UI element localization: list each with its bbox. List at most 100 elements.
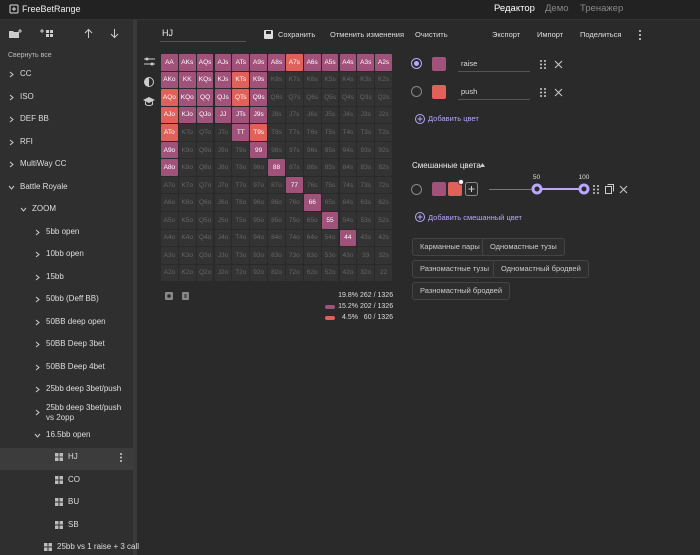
hand-cell[interactable]: K4s	[339, 71, 357, 89]
hand-cell[interactable]: T3o	[232, 247, 250, 264]
hand-cell[interactable]: 74o	[285, 229, 303, 247]
hand-cell[interactable]: A5o	[161, 211, 178, 229]
color-radio[interactable]	[411, 86, 422, 97]
hand-cell[interactable]: A2s	[375, 54, 392, 71]
hand-cell[interactable]: QTo	[196, 124, 214, 141]
hand-cell[interactable]: T7s	[285, 124, 303, 141]
chevron-closed[interactable]	[34, 251, 41, 258]
mixed-swatch[interactable]	[432, 182, 446, 196]
mixed-drag[interactable]	[593, 185, 599, 194]
delete-color[interactable]	[554, 60, 563, 69]
toolbar-button[interactable]: Отменить изменения	[330, 30, 405, 39]
hand-cell[interactable]: AQs	[196, 54, 214, 71]
hand-cell[interactable]: J9s	[250, 106, 268, 124]
hand-cell[interactable]: Q6o	[196, 194, 214, 211]
hand-cell[interactable]: Q3o	[196, 247, 214, 264]
hand-cell[interactable]: A8o	[161, 159, 178, 176]
chevron-open[interactable]	[8, 184, 15, 191]
hand-cell[interactable]: T9s	[250, 124, 268, 141]
chevron-closed[interactable]	[8, 139, 15, 146]
hand-cell[interactable]: T7o	[232, 176, 250, 194]
hand-cell[interactable]: Q3s	[357, 89, 375, 106]
hand-cell[interactable]: T6o	[232, 194, 250, 211]
tree-item[interactable]: ISO	[20, 91, 34, 101]
hand-cell[interactable]: A5s	[321, 54, 339, 71]
add-mixed-icon[interactable]	[415, 212, 425, 222]
collapse-caret[interactable]	[480, 163, 485, 167]
toolbar-button[interactable]: Импорт	[537, 30, 564, 39]
hand-cell[interactable]: QJs	[214, 89, 232, 106]
chevron-closed[interactable]	[8, 161, 15, 168]
chevron-closed[interactable]	[8, 94, 15, 101]
hand-cell[interactable]: 33	[357, 247, 375, 264]
hand-cell[interactable]: 72s	[375, 176, 392, 194]
hand-cell[interactable]: A8s	[268, 54, 285, 71]
hand-cell[interactable]: 53o	[321, 247, 339, 264]
hand-cell[interactable]: T4s	[339, 124, 357, 141]
hand-cell[interactable]: 64o	[303, 229, 321, 247]
hand-cell[interactable]: 92o	[250, 264, 268, 282]
tree-item[interactable]: 50BB Deep 4bet	[46, 361, 105, 371]
hand-cell[interactable]: K9s	[250, 71, 268, 89]
hand-cell[interactable]: Q8o	[196, 159, 214, 176]
hand-cell[interactable]: 62o	[303, 264, 321, 282]
hand-cell[interactable]: T4o	[232, 229, 250, 247]
chevron-open[interactable]	[20, 206, 27, 213]
hand-cell[interactable]: K8s	[268, 71, 285, 89]
hand-cell[interactable]: 94s	[339, 141, 357, 159]
hand-cell[interactable]: T2s	[375, 124, 392, 141]
hand-cell[interactable]: 93s	[357, 141, 375, 159]
hand-cell[interactable]: 87s	[285, 159, 303, 176]
tree-item[interactable]: DEF BB	[20, 114, 49, 123]
hand-cell[interactable]: J3o	[214, 247, 232, 264]
contrast-tool[interactable]	[144, 77, 154, 87]
chevron-closed[interactable]	[34, 319, 41, 326]
hand-cell[interactable]: 75o	[285, 211, 303, 229]
tree-item[interactable]: 25bb vs 1 raise + 3 call	[57, 542, 140, 551]
hand-cell[interactable]: 43o	[339, 247, 357, 264]
hand-cell[interactable]: J4o	[214, 229, 232, 247]
collapse-all[interactable]: Свернуть все	[8, 52, 52, 59]
preset-button[interactable]: Одномастный бродвей	[493, 260, 589, 278]
chevron-closed[interactable]	[8, 71, 15, 78]
hand-cell[interactable]: 86o	[268, 194, 285, 211]
hand-cell[interactable]: 65s	[321, 194, 339, 211]
hand-cell[interactable]: T2o	[232, 264, 250, 282]
hand-cell[interactable]: AJs	[214, 54, 232, 71]
preset-button[interactable]: Разномастный бродвей	[412, 282, 511, 300]
add-mixed[interactable]: Добавить смешанный цвет	[428, 213, 522, 222]
hand-cell[interactable]: QTs	[232, 89, 250, 106]
hand-cell[interactable]: J4s	[339, 106, 357, 124]
hand-cell[interactable]: Q4o	[196, 229, 214, 247]
hand-cell[interactable]: KK	[178, 71, 196, 89]
hand-cell[interactable]: J6s	[303, 106, 321, 124]
color-name[interactable]: push	[461, 87, 478, 96]
move-down[interactable]	[110, 29, 119, 39]
hand-cell[interactable]: A7o	[161, 176, 178, 194]
hand-cell[interactable]: JTs	[232, 106, 250, 124]
hand-cell[interactable]: 44	[339, 229, 357, 247]
hand-cell[interactable]: A3o	[161, 247, 178, 264]
hand-cell[interactable]: 96o	[250, 194, 268, 211]
hand-cell[interactable]: T8s	[268, 124, 285, 141]
hand-cell[interactable]: K6o	[178, 194, 196, 211]
hand-cell[interactable]: J7s	[285, 106, 303, 124]
hand-cell[interactable]: 85o	[268, 211, 285, 229]
drag-handle[interactable]	[540, 60, 546, 69]
hand-cell[interactable]: AKo	[161, 71, 178, 89]
toolbar-button[interactable]: Экспорт	[492, 30, 521, 39]
hand-cell[interactable]: A9s	[250, 54, 268, 71]
hand-cell[interactable]: 93o	[250, 247, 268, 264]
hand-cell[interactable]: KJs	[214, 71, 232, 89]
nav-link[interactable]: Редактор	[494, 3, 535, 14]
nav-link[interactable]: Тренажер	[580, 3, 624, 14]
hand-cell[interactable]: QJo	[196, 106, 214, 124]
chevron-closed[interactable]	[34, 364, 41, 371]
hand-cell[interactable]: T5s	[321, 124, 339, 141]
hand-cell[interactable]: 84s	[339, 159, 357, 176]
hand-cell[interactable]: 83s	[357, 159, 375, 176]
chevron-closed[interactable]	[8, 116, 15, 123]
tree-item[interactable]: 50BB Deep 3bet	[46, 339, 105, 348]
more-menu[interactable]	[638, 30, 642, 40]
mixed-swatch[interactable]	[448, 182, 462, 196]
